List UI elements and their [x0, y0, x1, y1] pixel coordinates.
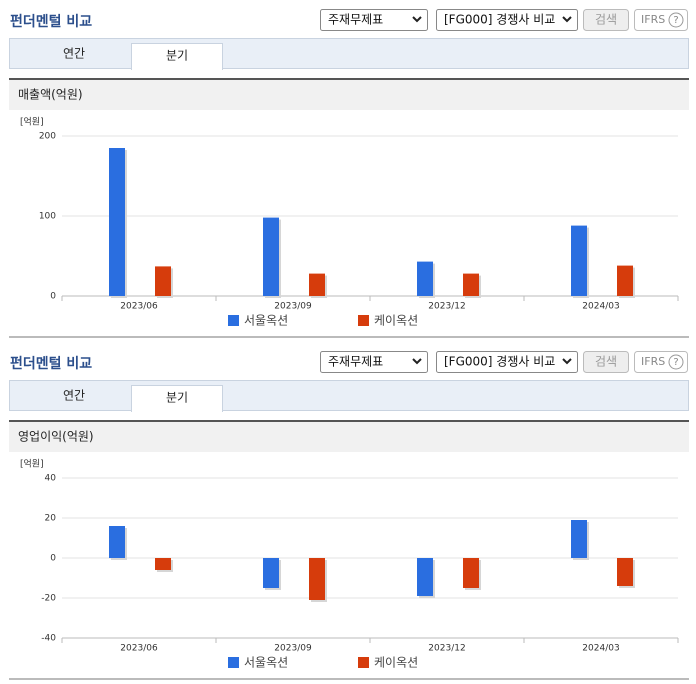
x-tick-label: 2024/03 — [582, 302, 619, 312]
x-tick-label: 2024/03 — [582, 644, 619, 654]
bar — [463, 558, 479, 588]
chart-title: 영업이익(억원) — [18, 430, 94, 444]
tab[interactable]: 연간 — [63, 389, 85, 403]
panel-title: 펀더멘털 비교 — [10, 13, 92, 30]
x-tick-label: 2023/09 — [274, 302, 312, 312]
x-tick-label: 2023/12 — [428, 644, 465, 654]
bar — [571, 520, 587, 558]
bar — [463, 273, 479, 296]
select-arrow — [562, 16, 572, 23]
search-label: 검색 — [595, 13, 617, 27]
select-label: [FG000] 경쟁사 비교 — [444, 355, 555, 369]
unit-label: [억원] — [20, 458, 44, 470]
legend-label: 케이옥션 — [374, 656, 418, 670]
y-tick-label: -20 — [41, 594, 56, 604]
x-tick-label: 2023/12 — [428, 302, 465, 312]
tab-bar — [9, 380, 689, 411]
bar — [109, 148, 125, 296]
legend-swatch — [358, 315, 369, 326]
select-label: [FG000] 경쟁사 비교 — [444, 13, 555, 27]
select[interactable] — [320, 351, 428, 373]
legend-swatch — [228, 657, 239, 668]
help-label: ? — [673, 357, 678, 368]
bar — [263, 217, 279, 296]
ifrs-button[interactable] — [634, 351, 688, 373]
bar — [309, 273, 325, 296]
tab[interactable]: 연간 — [63, 47, 85, 61]
ifrs-button[interactable] — [634, 9, 688, 31]
ifrs-label: IFRS — [641, 13, 665, 26]
select-arrow — [562, 358, 572, 365]
bar — [417, 558, 433, 596]
bar — [617, 265, 633, 296]
select-arrow — [412, 358, 422, 365]
help-icon — [668, 354, 684, 370]
tab[interactable]: 분기 — [166, 49, 188, 63]
search-label: 검색 — [595, 355, 617, 369]
x-tick-label: 2023/06 — [120, 644, 158, 654]
select-arrow — [412, 16, 422, 23]
chart-title: 매출액(억원) — [18, 88, 83, 102]
search-button[interactable] — [583, 351, 629, 373]
ifrs-label: IFRS — [641, 355, 665, 368]
select[interactable] — [436, 9, 578, 31]
search-button[interactable] — [583, 9, 629, 31]
panel-title: 펀더멘털 비교 — [10, 355, 92, 372]
legend-label: 서울옥션 — [244, 656, 288, 670]
y-tick-label: -40 — [41, 634, 56, 644]
bar — [155, 558, 171, 570]
y-tick-label: 40 — [45, 474, 57, 484]
select[interactable] — [436, 351, 578, 373]
legend-swatch — [358, 657, 369, 668]
y-tick-label: 0 — [50, 292, 56, 302]
bar — [309, 558, 325, 600]
section-bar — [9, 78, 689, 110]
select-label: 주재무제표 — [328, 355, 383, 369]
x-tick-label: 2023/09 — [274, 644, 312, 654]
y-tick-label: 100 — [39, 212, 56, 222]
tab-active[interactable] — [131, 385, 223, 412]
y-tick-label: 0 — [50, 554, 56, 564]
tab[interactable]: 분기 — [166, 391, 188, 405]
x-tick-label: 2023/06 — [120, 302, 158, 312]
y-tick-label: 20 — [45, 514, 57, 524]
section-bar — [9, 420, 689, 452]
y-tick-label: 200 — [39, 132, 56, 142]
bar — [155, 266, 171, 296]
tab-bar — [9, 38, 689, 69]
help-icon — [668, 12, 684, 28]
unit-label: [억원] — [20, 116, 44, 128]
bar — [417, 261, 433, 296]
bar — [109, 526, 125, 558]
legend-label: 서울옥션 — [244, 314, 288, 328]
help-label: ? — [673, 15, 678, 26]
legend-label: 케이옥션 — [374, 314, 418, 328]
bar — [617, 558, 633, 586]
select[interactable] — [320, 9, 428, 31]
tab-active[interactable] — [131, 43, 223, 70]
select-label: 주재무제표 — [328, 13, 383, 27]
bar — [263, 558, 279, 588]
legend-swatch — [228, 315, 239, 326]
bar — [571, 225, 587, 296]
